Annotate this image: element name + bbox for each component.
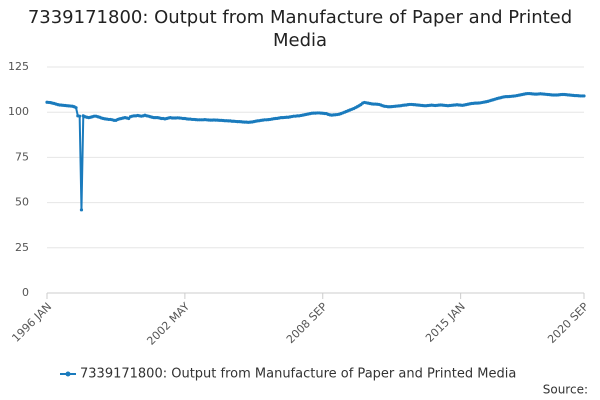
x-tick-label: 2008 SEP — [284, 300, 330, 346]
x-tick-label: 1996 JAN — [9, 300, 54, 345]
y-tick-label: 75 — [15, 150, 29, 163]
legend-label: 7339171800: Output from Manufacture of P… — [80, 367, 516, 382]
y-tick-label: 50 — [15, 196, 29, 209]
series-line — [46, 92, 584, 210]
point — [79, 208, 84, 212]
point — [78, 114, 82, 118]
x-tick-label: 2020 SEP — [545, 300, 591, 346]
x-tick-label: 2015 JAN — [423, 300, 468, 345]
point — [582, 94, 586, 98]
x-tick-label: 2002 MAY — [144, 300, 192, 348]
y-tick-label: 125 — [8, 60, 29, 73]
source: Source: — [543, 383, 588, 397]
chart-title: 7339171800: Output from Manufacture of P… — [27, 7, 573, 51]
y-tick-label: 0 — [22, 286, 29, 299]
legend-marker — [65, 371, 71, 377]
y-tick-label: 100 — [8, 105, 29, 118]
point — [74, 106, 78, 110]
y-tick-label: 25 — [15, 241, 29, 254]
